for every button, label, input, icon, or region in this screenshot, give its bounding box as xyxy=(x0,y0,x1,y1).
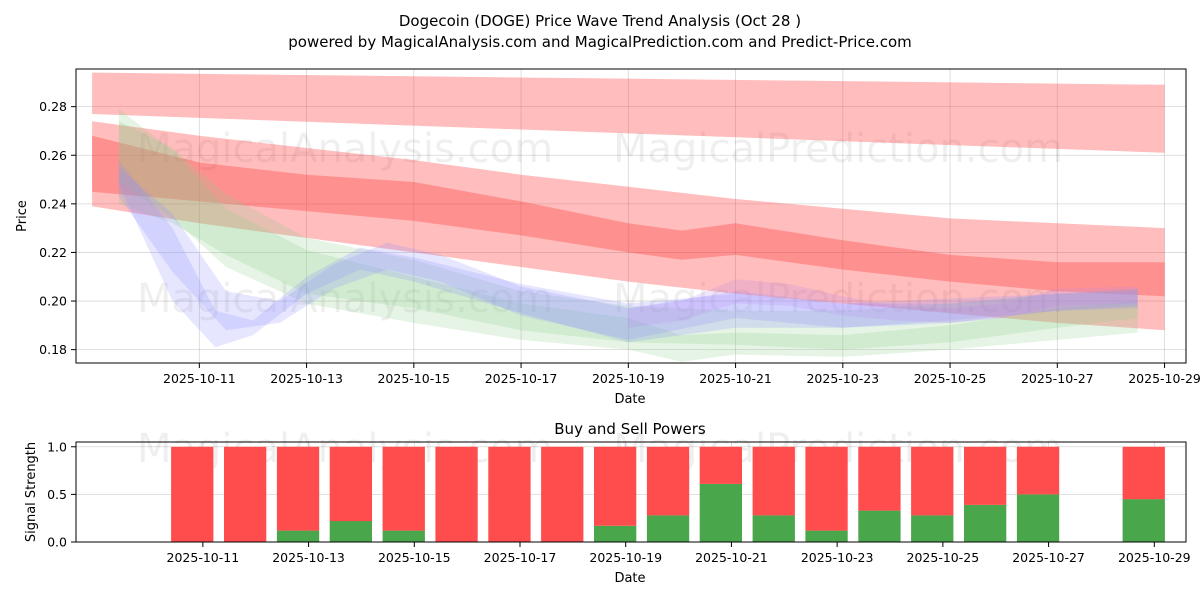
blue-band-1 xyxy=(118,160,1138,348)
buy-sell-x-tick-label: 2025-10-19 xyxy=(589,550,662,565)
sell-bar xyxy=(964,446,1007,505)
buy-sell-bars xyxy=(171,446,1165,542)
price-x-tick-label: 2025-10-25 xyxy=(914,371,987,386)
blue-band-2 xyxy=(118,167,1138,340)
price-grid xyxy=(76,69,1186,363)
price-x-tick-label: 2025-10-11 xyxy=(163,371,236,386)
buy-sell-y-tick-label: 0.5 xyxy=(47,487,67,502)
price-y-tick-label: 0.26 xyxy=(39,148,67,163)
sell-bar xyxy=(171,446,214,542)
buy-sell-x-tick-label: 2025-10-15 xyxy=(378,550,451,565)
buy-sell-y-tick-label: 1.0 xyxy=(47,439,67,454)
sell-bar xyxy=(224,446,267,542)
sell-bar xyxy=(699,446,742,484)
sell-bar xyxy=(382,446,425,531)
sell-bar xyxy=(1016,446,1060,495)
price-x-tick-label: 2025-10-13 xyxy=(270,371,343,386)
buy-sell-x-tick-label: 2025-10-25 xyxy=(907,550,980,565)
buy-bar xyxy=(329,521,372,542)
violet-band xyxy=(628,279,1138,328)
price-y-tick-label: 0.22 xyxy=(39,245,67,260)
buy-sell-x-tick-label: 2025-10-23 xyxy=(801,550,874,565)
price-x-tick-label: 2025-10-15 xyxy=(377,371,450,386)
price-wave-chart: MagicalAnalysis.com MagicalPrediction.co… xyxy=(15,68,1200,407)
figure-subtitle: powered by MagicalAnalysis.com and Magic… xyxy=(288,33,912,51)
red-band-core xyxy=(92,135,1165,297)
buy-bar xyxy=(752,515,795,542)
price-y-tick-label: 0.18 xyxy=(39,342,67,357)
watermark-prediction-middle: MagicalPrediction.com xyxy=(613,276,1063,322)
price-y-tick-label: 0.28 xyxy=(39,99,67,114)
buy-sell-x-tick-label: 2025-10-27 xyxy=(1012,550,1085,565)
price-x-tick-label: 2025-10-21 xyxy=(699,371,772,386)
sell-bar xyxy=(646,446,690,516)
buy-sell-title: Buy and Sell Powers xyxy=(554,420,706,438)
buy-bar xyxy=(699,483,742,542)
buy-bar xyxy=(805,530,848,542)
sell-bar xyxy=(488,446,531,542)
buy-bar xyxy=(382,530,425,542)
watermark-analysis-middle: MagicalAnalysis.com xyxy=(137,276,553,322)
price-plot-frame xyxy=(75,68,1187,364)
buy-bar xyxy=(964,504,1007,542)
sell-bar xyxy=(752,446,795,516)
price-x-tick-label: 2025-10-27 xyxy=(1021,371,1094,386)
green-band-1 xyxy=(118,121,1138,350)
sell-bar xyxy=(541,446,584,542)
buy-bar xyxy=(594,525,637,542)
price-x-tick-label: 2025-10-29 xyxy=(1128,371,1200,386)
sell-bar xyxy=(858,446,901,511)
red-band-upper xyxy=(92,72,1165,153)
watermark-prediction-top: MagicalPrediction.com xyxy=(613,126,1063,172)
buy-sell-chart: Buy and Sell Powers MagicalAnalysis.com … xyxy=(24,420,1191,586)
price-y-tick-label: 0.24 xyxy=(39,196,67,211)
figure-title: Dogecoin (DOGE) Price Wave Trend Analysi… xyxy=(399,12,801,30)
sell-bar xyxy=(276,446,320,531)
buy-sell-x-tick-label: 2025-10-17 xyxy=(484,550,557,565)
buy-bar xyxy=(1016,494,1060,542)
price-ticks: 2025-10-11 2025-10-13 2025-10-15 2025-10-17… xyxy=(39,99,1200,386)
sell-bar xyxy=(1122,446,1165,500)
green-band-2 xyxy=(118,109,1138,362)
buy-bar xyxy=(911,515,954,542)
buy-bar xyxy=(646,515,690,542)
sell-bar xyxy=(435,446,478,542)
price-x-tick-label: 2025-10-23 xyxy=(806,371,879,386)
price-x-tick-label: 2025-10-17 xyxy=(485,371,558,386)
price-x-axis-label: Date xyxy=(614,392,645,407)
watermark-analysis-top: MagicalAnalysis.com xyxy=(137,126,553,172)
sell-bar xyxy=(911,446,954,516)
sell-bar xyxy=(329,446,372,522)
price-y-tick-label: 0.20 xyxy=(39,294,67,309)
buy-sell-x-tick-label: 2025-10-11 xyxy=(167,550,240,565)
sell-bar xyxy=(805,446,848,531)
buy-sell-x-tick-label: 2025-10-29 xyxy=(1118,550,1191,565)
buy-sell-x-axis-label: Date xyxy=(614,571,645,586)
price-x-tick-label: 2025-10-19 xyxy=(592,371,665,386)
buy-sell-x-tick-label: 2025-10-21 xyxy=(695,550,768,565)
sell-bar xyxy=(594,446,637,526)
buy-sell-ticks: 2025-10-11 2025-10-13 2025-10-15 2025-10-17… xyxy=(47,439,1191,565)
buy-bar xyxy=(858,510,901,542)
buy-sell-x-tick-label: 2025-10-13 xyxy=(272,550,345,565)
buy-bar xyxy=(276,530,320,542)
buy-sell-plot-frame xyxy=(75,441,1187,543)
buy-sell-y-tick-label: 0.0 xyxy=(47,535,67,550)
buy-sell-y-axis-label: Signal Strength xyxy=(24,442,39,542)
price-bands xyxy=(92,72,1165,362)
buy-bar xyxy=(1122,499,1165,542)
red-band-mid xyxy=(92,121,1165,331)
price-y-axis-label: Price xyxy=(15,200,30,232)
